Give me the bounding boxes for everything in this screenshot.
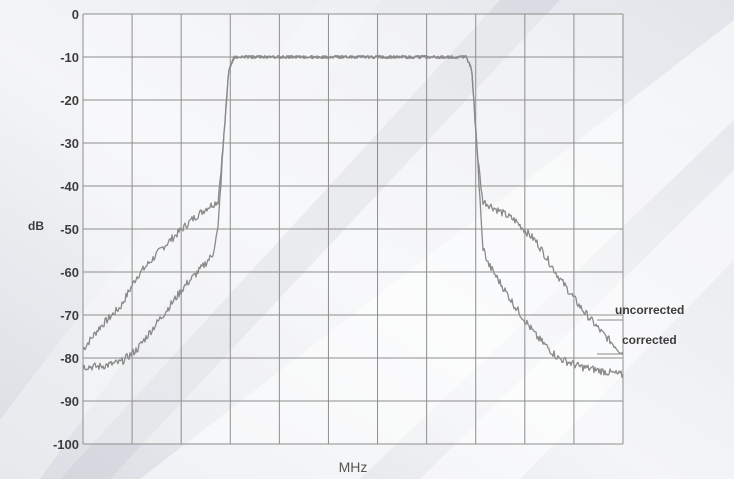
y-tick-labels: 0 -10 -20 -30 -40 -50 -60 -70 -80 -90 -100 [53, 7, 79, 452]
legend-label-corrected: corrected [622, 333, 677, 347]
y-tick-label: -70 [60, 308, 79, 323]
traces [82, 54, 624, 379]
y-tick-label: -50 [60, 222, 79, 237]
y-tick-label: -90 [60, 394, 79, 409]
grid [82, 13, 624, 445]
y-tick-label: -80 [60, 351, 79, 366]
legend-label-uncorrected: uncorrected [615, 303, 684, 317]
y-tick-label: -30 [60, 136, 79, 151]
series-line-corrected [82, 54, 624, 379]
y-tick-label: 0 [72, 7, 79, 22]
y-tick-label: -20 [60, 93, 79, 108]
x-axis-label: MHz [339, 459, 368, 475]
y-tick-label: -100 [53, 437, 79, 452]
y-axis-label: dB [28, 219, 44, 233]
legend: uncorrected corrected [597, 303, 684, 355]
y-tick-label: -60 [60, 265, 79, 280]
y-tick-label: -40 [60, 179, 79, 194]
y-tick-label: -10 [60, 50, 79, 65]
